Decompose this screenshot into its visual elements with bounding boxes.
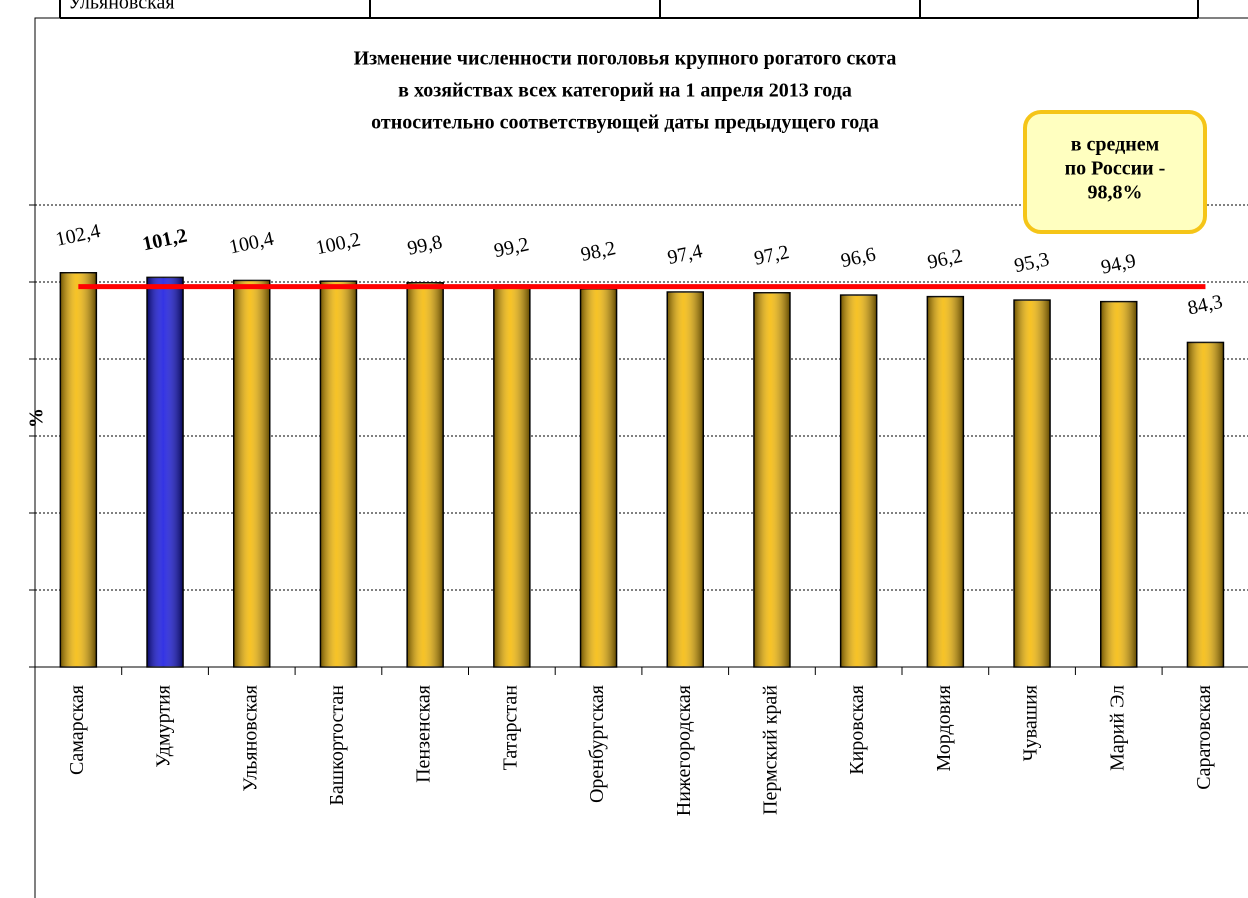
x-tick-label: Башкортостан — [326, 685, 348, 806]
data-label: 100,2 — [314, 228, 363, 259]
data-label: 84,3 — [1186, 291, 1225, 320]
bar — [1013, 299, 1051, 668]
bar — [926, 295, 965, 668]
chart-title: в хозяйствах всех категорий на 1 апреля … — [398, 80, 852, 102]
annotation-text: 98,8% — [1088, 182, 1143, 204]
chart-title: Изменение численности поголовья крупного… — [354, 48, 897, 70]
x-tick-label: Ульяновская — [239, 685, 261, 792]
bar — [59, 272, 98, 668]
table-fragment — [59, 0, 1199, 19]
x-tick-label: Пензенская — [413, 685, 435, 783]
data-label: 94,9 — [1099, 250, 1138, 279]
annotation-text: по России - — [1065, 158, 1166, 180]
x-tick-label: Оренбургская — [586, 685, 608, 803]
data-label: 100,4 — [227, 228, 276, 259]
x-tick-label: Нижегородская — [673, 685, 695, 816]
x-tick-label: Удмуртия — [153, 685, 175, 768]
bar — [579, 288, 618, 668]
bar — [406, 282, 444, 668]
x-tick-label: Саратовская — [1193, 685, 1215, 790]
x-tick-label: Самарская — [66, 685, 88, 775]
x-tick-label: Татарстан — [499, 685, 521, 771]
bar — [146, 276, 184, 668]
data-label: 98,2 — [579, 237, 618, 266]
chart-title: относительно соответствующей даты предыд… — [371, 112, 879, 134]
y-axis-label: % — [26, 408, 48, 428]
annotation-text: в среднем — [1071, 134, 1160, 156]
bar — [839, 294, 878, 668]
data-label: 97,4 — [666, 240, 705, 269]
bar — [493, 284, 531, 668]
table-cell: Ульяновская — [68, 0, 175, 14]
data-label: 96,6 — [839, 243, 878, 272]
data-label: 99,2 — [492, 233, 531, 262]
x-tick-label: Кировская — [846, 685, 868, 775]
bar — [319, 280, 358, 668]
x-tick-label: Пермский край — [760, 685, 782, 815]
data-label: 102,4 — [54, 220, 103, 251]
chart-frame — [34, 17, 1248, 898]
bar — [753, 292, 791, 668]
data-label: 99,8 — [405, 231, 444, 260]
x-tick-label: Чувашия — [1020, 685, 1042, 761]
annotation-box — [1023, 110, 1207, 234]
x-tick-label: Мордовия — [933, 685, 955, 772]
bar — [1186, 341, 1225, 668]
bar — [1100, 300, 1138, 668]
bar — [233, 279, 271, 668]
data-label: 97,2 — [752, 241, 791, 270]
bar — [666, 291, 704, 668]
data-label: 101,2 — [140, 225, 189, 256]
data-label: 96,2 — [926, 245, 965, 274]
data-label: 95,3 — [1012, 248, 1051, 277]
x-tick-label: Марий Эл — [1106, 685, 1128, 771]
